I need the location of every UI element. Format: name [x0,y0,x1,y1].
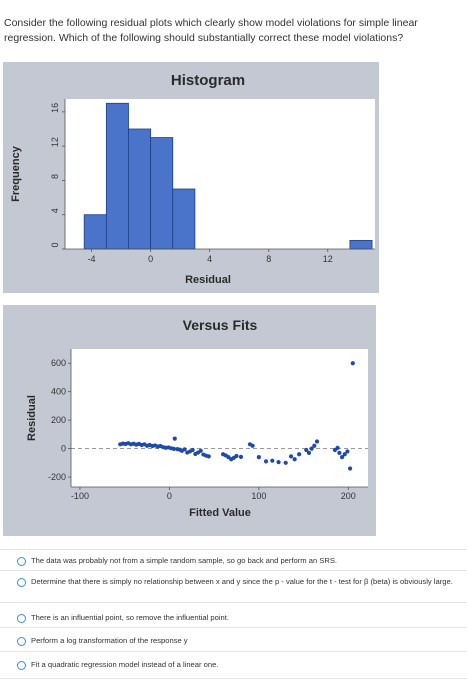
x-tick-label: 200 [341,491,356,501]
scatter-point [288,454,294,459]
y-tick-label: 600 [51,358,66,368]
scatter-point [350,361,355,366]
x-tick-label: -100 [71,491,89,501]
histogram-chart: Histogram Residual Frequency 0 4 8 12 16 -4 0 4 8 12 [10,72,375,286]
histogram-bar [128,128,152,250]
scatter-point [238,454,244,459]
scatter-point [292,457,297,462]
x-tick-label: 100 [251,491,266,501]
scatter-point [263,459,269,464]
x-tick-label: 8 [266,254,271,264]
radio-button[interactable] [17,614,26,623]
histogram-bar [105,102,129,250]
option-label: Fit a quadratic regression model instead… [31,660,219,669]
answer-options: The data was probably not from a simple … [0,549,467,679]
x-tick-label: -4 [88,254,96,264]
chart-title: Versus Fits [183,317,258,333]
y-tick-label: 400 [51,387,66,397]
versus-fits-chart: Versus Fits Fitted Value Residual -200 0 200 4… [26,317,368,519]
scatter-point [345,449,350,454]
histogram-bar [349,240,373,250]
chart-title: Histogram [171,72,245,89]
option-label: The data was probably not from a simple … [31,556,338,565]
histogram-bar [83,214,107,250]
x-tick-label: 4 [207,254,212,264]
versus-fits-panel: Versus Fits Fitted Value Residual -200 0 200 4… [3,305,376,536]
scatter-point [276,460,281,465]
x-tick-label: 0 [148,254,153,264]
option-label: Determine that there is simply no relati… [31,577,453,586]
y-tick-label: 12 [50,137,60,147]
x-axis-label: Fitted Value [189,507,251,519]
radio-button[interactable] [17,578,26,587]
scatter-point [234,453,239,459]
scatter-point [304,447,309,453]
histogram-bar [150,137,174,250]
scatter-point [190,447,195,453]
radio-button[interactable] [17,661,26,670]
option-quadratic-model[interactable]: Fit a quadratic regression model instead… [0,651,467,679]
option-no-relationship[interactable]: Determine that there is simply no relati… [0,570,467,602]
x-tick-label: 0 [167,491,172,501]
scatter-point [342,452,347,457]
scatter-point [309,446,314,451]
scatter-point [297,452,302,457]
y-tick-label: 0 [61,444,66,454]
x-axis-label: Residual [185,274,231,286]
y-axis-label: Residual [26,395,38,441]
plot-area [71,349,368,487]
scatter-point [198,448,203,453]
histogram-bar [172,188,196,250]
scatter-point [206,454,211,459]
scatter-point [172,436,177,441]
scatter-point [312,443,317,448]
scatter-point [335,445,340,450]
option-label: There is an influential point, so remove… [31,613,229,622]
y-tick-label: 4 [50,208,60,213]
scatter-point [270,458,275,463]
scatter-point [314,439,320,444]
y-tick-label: 200 [51,415,66,425]
question-text: Consider the following residual plots wh… [4,17,418,44]
radio-button[interactable] [17,637,26,646]
y-tick-label: -200 [48,472,66,482]
scatter-point [337,450,342,455]
y-tick-label: 8 [50,174,60,179]
scatter-point [306,450,312,455]
x-tick-label: 12 [323,254,333,264]
scatter-point [171,446,176,451]
scatter-point [182,447,187,452]
option-influential-point[interactable]: There is an influential point, so remove… [0,602,467,627]
option-label: Perform a log transformation of the resp… [31,636,188,645]
option-log-transform[interactable]: Perform a log transformation of the resp… [0,627,467,651]
histogram-panel: Histogram Residual Frequency 0 4 8 12 16 -4 0 4 8 12 [3,62,379,293]
scatter-point [256,455,261,460]
radio-button[interactable] [17,557,26,566]
y-axis-label: Frequency [10,145,22,202]
scatter-point [283,460,288,465]
y-tick-label: 16 [50,103,60,113]
y-tick-label: 0 [50,242,60,247]
option-srs[interactable]: The data was probably not from a simple … [0,549,467,570]
scatter-point [250,443,255,448]
scatter-point [348,466,353,471]
scatter-point [339,455,345,460]
